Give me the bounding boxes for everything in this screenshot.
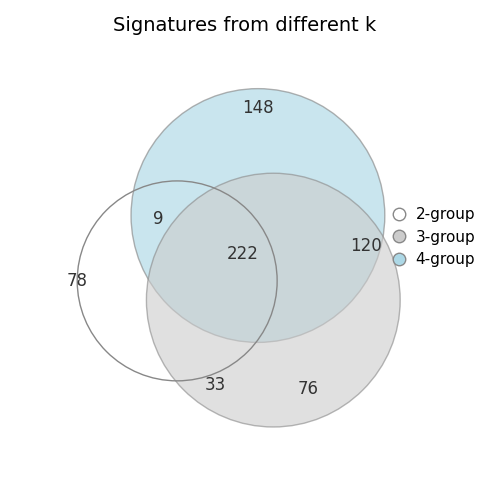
Text: 9: 9 bbox=[153, 210, 163, 228]
Text: 120: 120 bbox=[350, 237, 382, 256]
Legend: 2-group, 3-group, 4-group: 2-group, 3-group, 4-group bbox=[387, 202, 480, 272]
Title: Signatures from different k: Signatures from different k bbox=[113, 17, 376, 35]
Text: 222: 222 bbox=[227, 245, 259, 263]
Text: 78: 78 bbox=[67, 272, 88, 290]
Circle shape bbox=[147, 173, 400, 427]
Text: 148: 148 bbox=[242, 99, 274, 117]
Circle shape bbox=[131, 89, 385, 342]
Text: 33: 33 bbox=[205, 375, 226, 394]
Text: 76: 76 bbox=[297, 380, 319, 398]
